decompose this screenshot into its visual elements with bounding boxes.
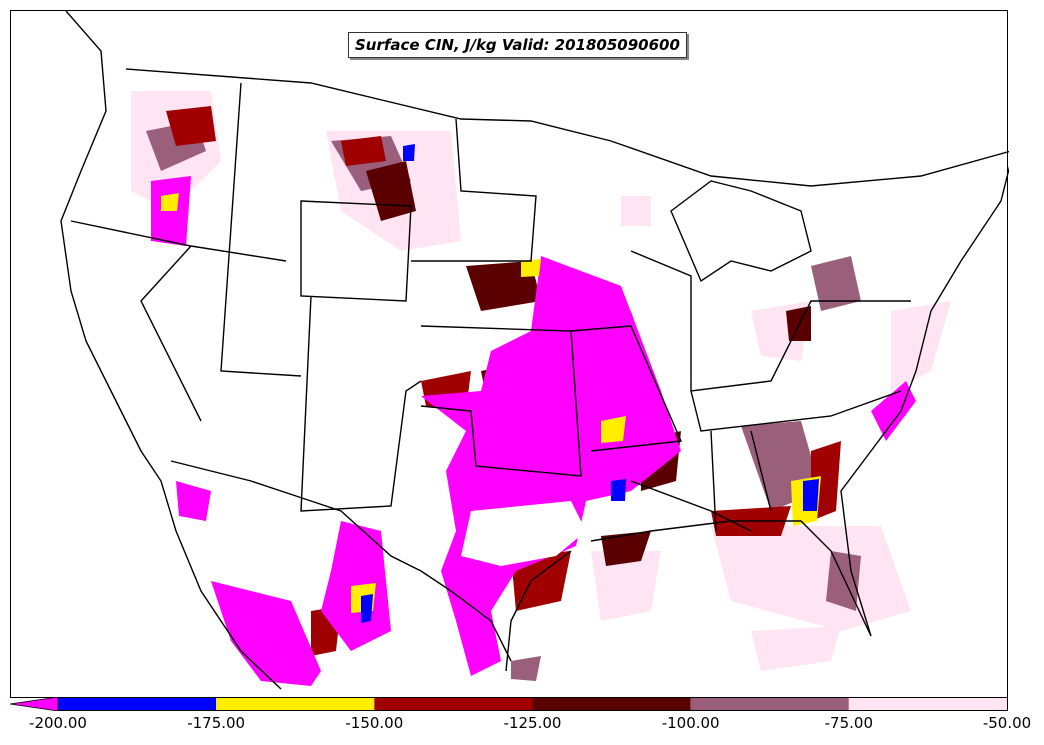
cin-shading-blue (361, 144, 819, 623)
canada-us-border (125, 68, 1009, 187)
coastline-gulf (505, 520, 872, 672)
state-line-3 (411, 118, 537, 262)
coastline-west (60, 11, 282, 690)
colorbar-bin-4 (690, 697, 849, 711)
colorbar-tick-label: -175.00 (187, 714, 246, 732)
state-line-2 (300, 200, 412, 302)
state-line-4 (300, 295, 422, 512)
cin-map (60, 11, 1009, 690)
colorbar-bin-5 (848, 697, 1007, 711)
state-line-7 (630, 250, 911, 392)
colorbar-bin-0 (58, 697, 217, 711)
colorbar-tick-label: -125.00 (503, 714, 562, 732)
colorbar-under-extension (10, 697, 59, 711)
state-line-5 (420, 325, 582, 477)
colorbar-tick-label: -200.00 (29, 714, 87, 732)
us-mexico-border (170, 460, 512, 662)
map-panel: Surface CIN, J/kg Valid: 201805090600 (10, 10, 1009, 698)
colorbar-tick-label: -150.00 (345, 714, 404, 732)
colorbar-tick-label: -50.00 (982, 714, 1032, 732)
state-line-10 (70, 220, 287, 422)
cin-shading-clear (461, 501, 586, 566)
great-lakes (670, 180, 812, 283)
map-title: Surface CIN, J/kg Valid: 201805090600 (348, 32, 687, 58)
coastline-east (840, 166, 1009, 637)
state-line-6 (570, 325, 683, 452)
colorbar-bin-3 (532, 697, 691, 711)
map-boundaries (60, 11, 1009, 690)
colorbar-bin-2 (374, 697, 533, 711)
state-line-9 (630, 430, 772, 532)
colorbar-tick-label: -75.00 (824, 714, 874, 732)
colorbar (10, 697, 1008, 711)
state-line-8 (690, 390, 902, 432)
state-line-1 (220, 82, 302, 377)
colorbar-bin-1 (216, 697, 375, 711)
colorbar-tick-label: -100.00 (661, 714, 720, 732)
